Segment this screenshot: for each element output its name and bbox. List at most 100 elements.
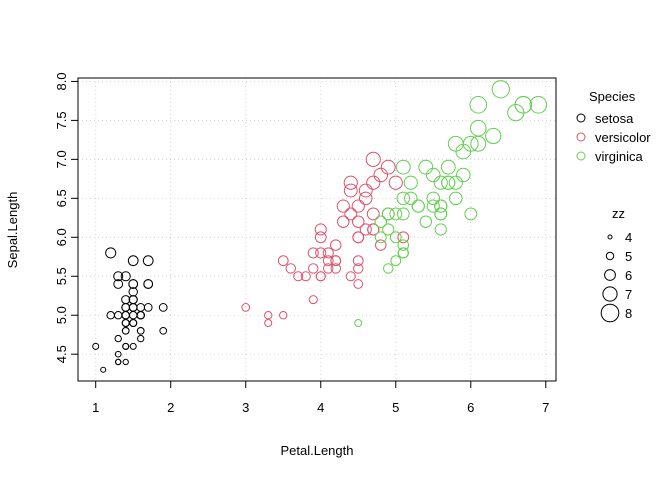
point-versicolor xyxy=(293,271,304,282)
point-setosa xyxy=(128,287,138,297)
point-versicolor xyxy=(279,311,288,320)
point-versicolor xyxy=(337,215,350,228)
point-versicolor xyxy=(323,263,334,274)
point-versicolor xyxy=(352,231,365,244)
point-virginica xyxy=(434,223,447,236)
size-legend-label: 8 xyxy=(625,306,632,321)
point-virginica xyxy=(514,96,533,114)
size-legend-key xyxy=(604,269,616,281)
size-legend-label: 7 xyxy=(625,287,632,302)
point-versicolor xyxy=(367,223,380,236)
point-virginica xyxy=(389,207,403,221)
size-legend-label: 5 xyxy=(625,249,632,264)
point-virginica xyxy=(403,175,418,190)
point-versicolor xyxy=(322,255,334,267)
point-virginica xyxy=(441,175,456,190)
point-setosa xyxy=(128,295,138,305)
x-tick-label: 7 xyxy=(542,400,549,415)
point-virginica xyxy=(389,231,402,244)
point-setosa xyxy=(115,358,122,366)
size-legend-key xyxy=(600,303,620,323)
point-versicolor xyxy=(352,255,364,267)
x-axis-label: Petal.Length xyxy=(280,443,353,458)
x-axis: 1 2 3 4 5 6 7 xyxy=(92,380,549,415)
point-versicolor xyxy=(308,263,319,274)
point-versicolor xyxy=(351,199,365,213)
point-setosa xyxy=(121,295,131,305)
point-versicolor xyxy=(344,207,358,221)
point-virginica xyxy=(396,207,410,221)
point-versicolor xyxy=(322,247,334,259)
point-virginica xyxy=(464,207,478,221)
point-versicolor xyxy=(308,295,318,305)
point-versicolor xyxy=(285,263,296,274)
size-legend-key xyxy=(602,286,618,302)
point-virginica xyxy=(374,231,387,244)
grid xyxy=(78,78,556,381)
point-virginica xyxy=(390,255,402,267)
point-virginica xyxy=(411,199,425,213)
point-virginica xyxy=(395,159,411,175)
point-versicolor xyxy=(353,263,364,274)
legend-label-virginica: virginica xyxy=(595,149,643,164)
point-versicolor xyxy=(375,239,387,251)
point-setosa xyxy=(128,279,139,289)
point-virginica xyxy=(397,239,409,251)
point-versicolor xyxy=(330,239,342,251)
point-virginica xyxy=(469,96,488,114)
point-versicolor xyxy=(366,207,380,221)
y-tick-label: 8.0 xyxy=(54,72,69,90)
point-setosa xyxy=(92,342,100,350)
point-versicolor xyxy=(397,231,410,244)
point-versicolor xyxy=(366,175,381,190)
point-setosa xyxy=(137,334,145,343)
point-versicolor xyxy=(380,159,396,175)
point-setosa xyxy=(113,279,124,289)
point-virginica xyxy=(455,143,472,160)
legend-label-versicolor: versicolor xyxy=(595,130,651,145)
species-legend: Species setosa versicolor virginica xyxy=(576,89,651,164)
point-versicolor xyxy=(365,151,381,167)
point-setosa xyxy=(136,303,146,312)
point-virginica xyxy=(434,207,448,221)
point-setosa xyxy=(122,358,129,366)
point-versicolor xyxy=(343,175,358,190)
point-virginica xyxy=(485,127,502,145)
point-versicolor xyxy=(336,199,350,213)
species-legend-title: Species xyxy=(589,89,636,104)
points xyxy=(92,80,548,373)
point-versicolor xyxy=(330,255,342,267)
point-virginica xyxy=(426,167,441,183)
point-setosa xyxy=(159,326,168,335)
point-virginica xyxy=(382,223,395,236)
point-virginica xyxy=(374,215,388,228)
point-virginica xyxy=(383,263,394,274)
size-legend: zz 4 5 6 7 8 xyxy=(600,206,632,323)
point-virginica xyxy=(418,159,434,175)
point-setosa xyxy=(113,271,124,282)
y-axis-label: Sepal.Length xyxy=(5,192,20,269)
point-virginica xyxy=(426,199,440,213)
point-versicolor xyxy=(264,311,273,320)
legend-label-setosa: setosa xyxy=(595,111,634,126)
x-tick-label: 6 xyxy=(467,400,474,415)
point-setosa xyxy=(142,255,154,267)
point-versicolor xyxy=(343,183,358,198)
x-tick-label: 2 xyxy=(167,400,174,415)
point-versicolor xyxy=(353,279,364,289)
point-versicolor xyxy=(359,223,372,236)
point-versicolor xyxy=(358,183,373,198)
y-tick-label: 6.0 xyxy=(54,228,69,246)
point-setosa xyxy=(121,303,131,312)
point-virginica xyxy=(449,191,463,206)
point-setosa xyxy=(129,318,138,328)
point-setosa xyxy=(114,334,122,343)
size-legend-label: 6 xyxy=(625,268,632,283)
point-virginica xyxy=(491,80,510,99)
legend-key-virginica xyxy=(576,151,586,161)
point-virginica xyxy=(397,247,409,259)
point-setosa xyxy=(143,303,153,312)
point-versicolor xyxy=(277,255,289,267)
point-virginica xyxy=(448,175,463,190)
